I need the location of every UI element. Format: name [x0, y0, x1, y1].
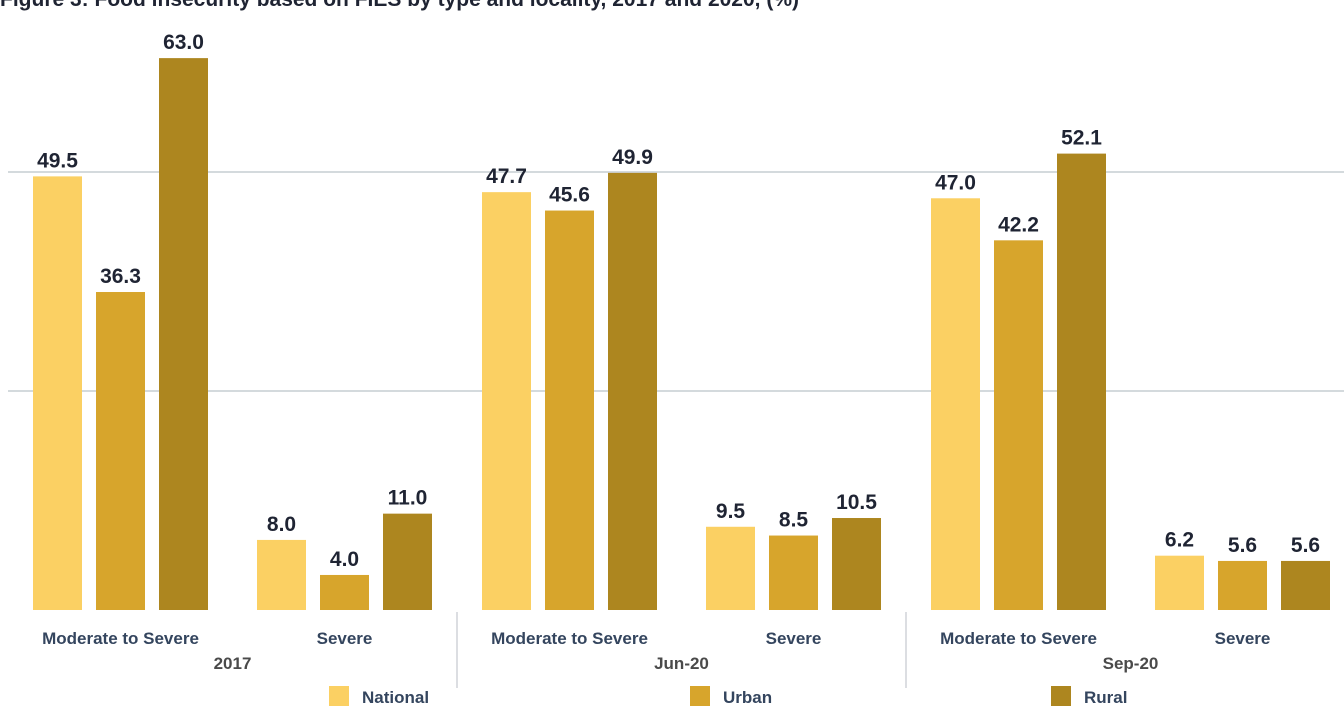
bars	[33, 58, 1330, 611]
bar-rural-2017-severe	[383, 513, 432, 610]
category-tick-label: Moderate to Severe	[42, 629, 199, 648]
legend-swatch-urban	[690, 686, 710, 706]
value-label: 10.5	[836, 491, 877, 514]
value-label: 49.9	[612, 146, 653, 169]
legend-label-national: National	[362, 688, 429, 707]
category-tick-label: Severe	[317, 629, 373, 648]
value-label: 52.1	[1061, 127, 1102, 150]
group-label: Jun-20	[654, 654, 709, 673]
value-label: 49.5	[37, 149, 78, 172]
bar-rural-jun-20-severe	[832, 518, 881, 610]
bar-national-2017-severe	[257, 539, 306, 610]
category-tick-label: Moderate to Severe	[940, 629, 1097, 648]
gridlines	[8, 171, 1344, 392]
value-label: 42.2	[998, 213, 1039, 236]
category-tick-label: Severe	[1215, 629, 1271, 648]
value-label: 9.5	[716, 500, 746, 523]
value-label: 36.3	[100, 265, 141, 288]
value-label: 5.6	[1291, 534, 1320, 557]
value-label: 4.0	[330, 548, 359, 571]
value-labels: 49.5 36.3 63.0 8.0 4.0 11.0 47.7 45.6 49.9 9.5 8.5…	[37, 31, 1320, 571]
bar-rural-sep-20-severe	[1281, 560, 1330, 610]
value-label: 6.2	[1165, 529, 1194, 552]
bar-national-sep-20-severe	[1155, 555, 1204, 610]
value-label: 11.0	[388, 487, 428, 510]
legend-label-urban: Urban	[723, 688, 772, 707]
value-label: 47.7	[486, 165, 527, 188]
legend-swatch-national	[329, 686, 349, 706]
value-label: 45.6	[549, 184, 590, 207]
legend-swatch-rural	[1051, 686, 1071, 706]
value-label: 63.0	[163, 31, 204, 54]
value-label: 8.0	[267, 513, 296, 536]
bar-urban-jun-20-moderate-to-severe	[545, 210, 594, 610]
bar-urban-jun-20-severe	[769, 535, 818, 610]
category-tick-label: Severe	[766, 629, 822, 648]
legend-label-rural: Rural	[1084, 688, 1127, 707]
bar-rural-2017-moderate-to-severe	[159, 58, 208, 611]
bar-urban-sep-20-moderate-to-severe	[994, 240, 1043, 610]
value-label: 8.5	[779, 509, 809, 532]
legend: National Urban Rural	[329, 686, 1127, 707]
bar-urban-sep-20-severe	[1218, 560, 1267, 610]
value-label: 47.0	[935, 171, 976, 194]
bar-national-jun-20-moderate-to-severe	[482, 192, 531, 610]
bar-national-sep-20-moderate-to-severe	[931, 198, 980, 610]
bar-rural-sep-20-moderate-to-severe	[1057, 153, 1106, 610]
bar-national-jun-20-severe	[706, 526, 755, 610]
group-label: 2017	[214, 654, 252, 673]
bar-rural-jun-20-moderate-to-severe	[608, 172, 657, 610]
bar-national-2017-moderate-to-severe	[33, 176, 82, 610]
group-label: Sep-20	[1103, 654, 1159, 673]
bar-urban-2017-moderate-to-severe	[96, 292, 145, 610]
bar-urban-2017-severe	[320, 574, 369, 610]
chart-title: Figure 3: Food insecurity based on FIES …	[0, 0, 799, 12]
category-tick-label: Moderate to Severe	[491, 629, 648, 648]
value-label: 5.6	[1228, 534, 1257, 557]
category-axis: Moderate to Severe Severe Moderate to Seve…	[42, 612, 1270, 688]
